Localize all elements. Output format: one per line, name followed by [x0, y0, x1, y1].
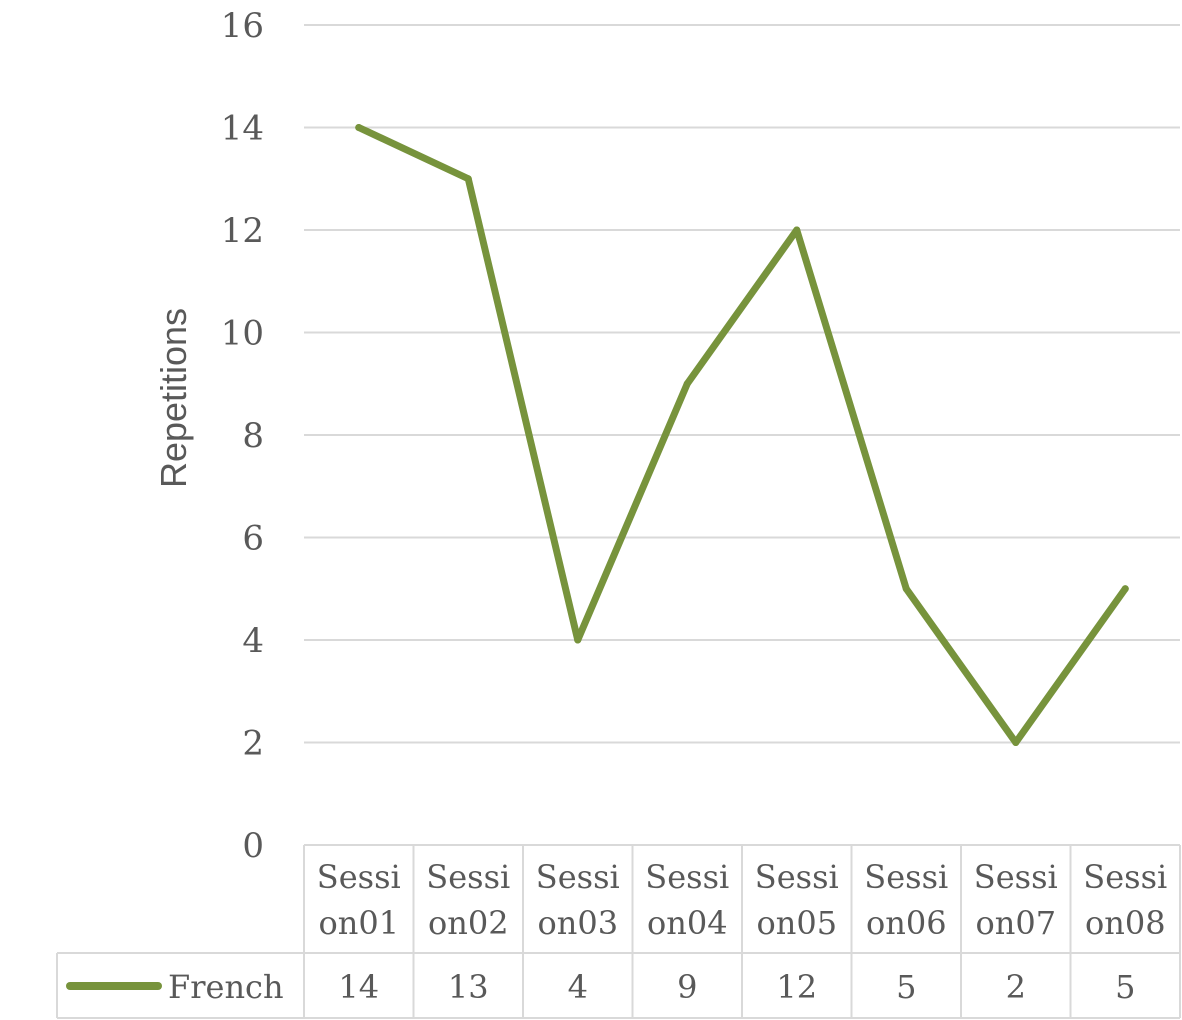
- category-label-6: Sessi on06: [864, 858, 948, 942]
- y-tick-14: 14: [221, 109, 264, 149]
- y-axis-label: Repetitions: [153, 308, 194, 488]
- data-point-8: [1121, 585, 1129, 593]
- table-value-5: 12: [776, 968, 817, 1006]
- y-tick-10: 10: [221, 314, 264, 354]
- category-label-8: Sessi on08: [1083, 858, 1167, 942]
- y-tick-2: 2: [242, 724, 264, 764]
- data-point-3: [574, 636, 582, 644]
- data-point-7: [1012, 739, 1020, 746]
- table-value-2: 13: [448, 968, 489, 1006]
- data-point-1: [355, 124, 363, 131]
- table-value-7: 2: [1006, 968, 1026, 1006]
- category-label-5: Sessi on05: [755, 858, 839, 942]
- table-value-1: 14: [338, 968, 379, 1006]
- category-label-1: Sessi on01: [317, 858, 401, 942]
- y-tick-8: 8: [242, 416, 264, 456]
- data-point-6: [902, 585, 910, 593]
- category-label-3: Sessi on03: [536, 858, 620, 942]
- data-point-5: [793, 226, 801, 234]
- y-tick-labels: 0 2 4 6 8 10 12 14 16: [221, 6, 264, 866]
- data-point-2: [464, 175, 472, 183]
- category-label-2: Sessi on02: [426, 858, 510, 942]
- legend-label-french: French: [168, 968, 284, 1006]
- table-value-4: 9: [677, 968, 697, 1006]
- table-value-6: 5: [896, 968, 916, 1006]
- category-label-4: Sessi on04: [645, 858, 729, 942]
- data-point-4: [683, 380, 691, 388]
- series-line-french: [355, 124, 1129, 746]
- table-value-3: 4: [568, 968, 588, 1006]
- data-table: Sessi on01 Sessi on02 Sessi on03 Sessi on04 Sess…: [56, 844, 1181, 1019]
- gridlines: [304, 24, 1180, 744]
- y-tick-12: 12: [221, 211, 264, 251]
- y-tick-0: 0: [242, 826, 264, 866]
- y-tick-6: 6: [242, 519, 264, 559]
- table-value-8: 5: [1115, 968, 1135, 1006]
- y-tick-4: 4: [242, 621, 264, 661]
- series-layer: [355, 124, 1129, 746]
- y-tick-16: 16: [221, 6, 264, 46]
- category-label-7: Sessi on07: [974, 858, 1058, 942]
